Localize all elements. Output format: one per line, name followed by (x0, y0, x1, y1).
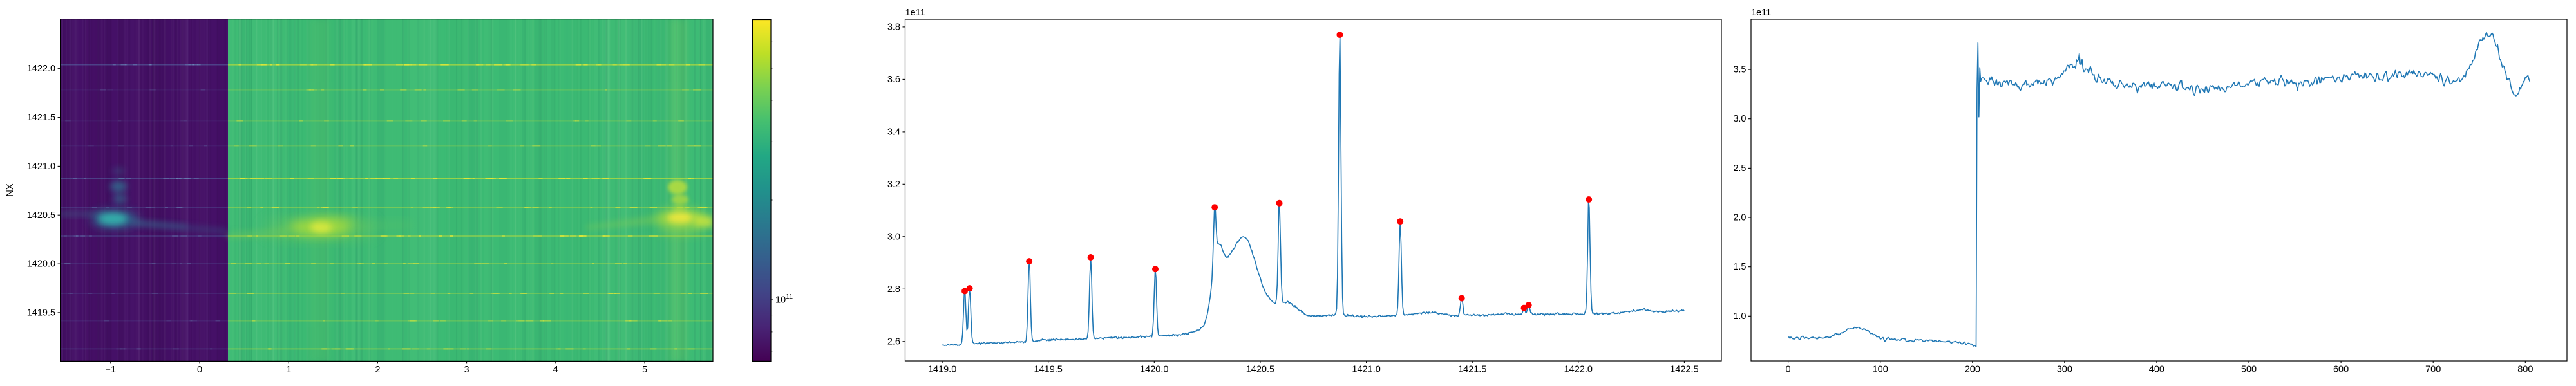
svg-text:1421.0: 1421.0 (1352, 365, 1380, 375)
svg-text:1.5: 1.5 (1733, 262, 1746, 272)
svg-text:2.6: 2.6 (887, 336, 900, 347)
svg-text:1e11: 1e11 (1751, 8, 1771, 18)
svg-text:1419.5: 1419.5 (1034, 365, 1063, 375)
svg-text:1419.0: 1419.0 (928, 365, 956, 375)
svg-text:1421.0: 1421.0 (27, 161, 55, 172)
svg-text:0: 0 (1786, 365, 1791, 375)
svg-text:500: 500 (2241, 365, 2257, 375)
svg-text:1420.0: 1420.0 (27, 259, 55, 270)
svg-text:1: 1 (286, 365, 291, 375)
svg-text:−1: −1 (106, 365, 117, 375)
svg-text:1420.0: 1420.0 (1140, 365, 1168, 375)
svg-text:100: 100 (1873, 365, 1888, 375)
svg-text:5: 5 (642, 365, 647, 375)
svg-text:300: 300 (2057, 365, 2072, 375)
svg-text:0: 0 (197, 365, 202, 375)
svg-text:1421.5: 1421.5 (27, 113, 55, 123)
svg-text:1.0: 1.0 (1733, 311, 1746, 322)
svg-text:600: 600 (2333, 365, 2349, 375)
svg-text:200: 200 (1965, 365, 1980, 375)
svg-text:3.2: 3.2 (887, 179, 900, 190)
svg-text:2.0: 2.0 (1733, 213, 1746, 223)
svg-text:1420.5: 1420.5 (27, 210, 55, 221)
svg-text:NX: NX (5, 183, 15, 196)
svg-text:700: 700 (2425, 365, 2441, 375)
svg-text:400: 400 (2149, 365, 2164, 375)
svg-text:1422.0: 1422.0 (1564, 365, 1593, 375)
svg-text:1e11: 1e11 (905, 8, 925, 18)
svg-text:800: 800 (2517, 365, 2533, 375)
svg-text:1422.5: 1422.5 (1670, 365, 1698, 375)
svg-text:3.4: 3.4 (887, 127, 900, 137)
svg-text:1420.5: 1420.5 (1246, 365, 1274, 375)
svg-text:3: 3 (464, 365, 469, 375)
svg-text:3.8: 3.8 (887, 22, 900, 32)
svg-text:1421.5: 1421.5 (1458, 365, 1486, 375)
svg-text:4: 4 (553, 365, 558, 375)
svg-text:2.8: 2.8 (887, 284, 900, 295)
svg-text:3.6: 3.6 (887, 75, 900, 85)
svg-text:3.0: 3.0 (887, 232, 900, 242)
svg-text:1422.0: 1422.0 (27, 64, 55, 74)
svg-text:2: 2 (375, 365, 380, 375)
svg-text:3.5: 3.5 (1733, 65, 1746, 75)
svg-text:2.5: 2.5 (1733, 163, 1746, 174)
svg-text:1419.5: 1419.5 (27, 308, 55, 318)
svg-text:3.0: 3.0 (1733, 114, 1746, 124)
